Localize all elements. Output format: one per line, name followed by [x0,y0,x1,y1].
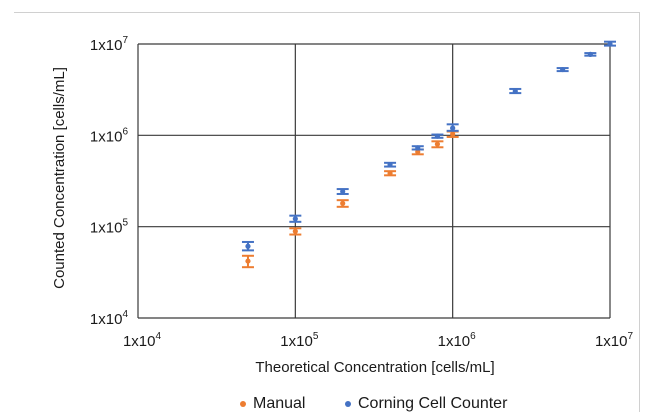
legend-label-manual: Manual [253,395,306,412]
data-point-manual [340,200,346,206]
series-manual [241,130,459,269]
legend-item-corning: Corning Cell Counter [345,395,507,413]
data-point-corning [560,66,566,73]
data-point-manual [415,149,421,155]
data-point-manual [245,258,251,264]
legend-item-manual: Manual [240,395,305,413]
y-axis-label: Counted Concentration [cells/mL] [51,67,68,289]
legend: Manual Corning Cell Counter [0,395,650,417]
axes [137,44,610,319]
x-tick-label: 1x106 [438,331,477,350]
data-point-corning [607,41,613,47]
grid-lines [138,43,611,318]
legend-label-corning: Corning Cell Counter [358,395,508,412]
y-tick-label: 1x107 [90,35,129,54]
data-point-corning [340,188,346,195]
data-point-corning [450,125,456,131]
data-point-corning [415,145,421,151]
data-point-corning [245,243,251,249]
x-tick-label: 1x105 [280,331,319,350]
data-point-manual [450,131,456,137]
y-tick-label: 1x105 [90,218,129,237]
data-point-manual [292,228,298,234]
data-point-corning [292,216,298,222]
chart-frame [14,12,640,412]
y-tick-label: 1x104 [90,309,129,328]
x-tick-label: 1x104 [123,331,162,350]
legend-marker-manual [240,401,246,407]
data-point-corning [387,162,393,168]
x-tick-label: 1x107 [595,331,634,350]
data-point-corning [512,88,518,94]
y-tick-label: 1x106 [90,126,129,145]
x-axis-label: Theoretical Concentration [cells/mL] [255,359,494,376]
data-point-corning [434,133,441,139]
data-point-corning [587,51,593,57]
x-tick-labels: 1x104 1x105 1x106 1x107 [123,331,634,350]
legend-marker-corning [345,401,351,407]
series-corning [241,40,616,252]
data-marks [241,40,616,269]
y-tick-labels: 1x104 1x105 1x106 1x107 [90,35,129,328]
data-point-manual [387,170,393,176]
data-point-manual [434,141,441,147]
